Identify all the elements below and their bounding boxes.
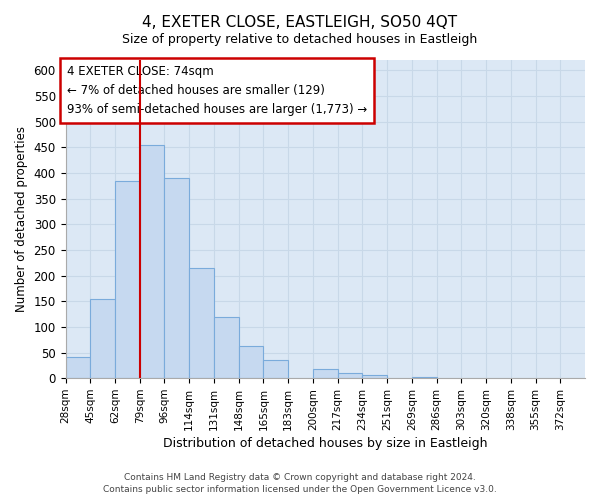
Text: 4 EXETER CLOSE: 74sqm
← 7% of detached houses are smaller (129)
93% of semi-deta: 4 EXETER CLOSE: 74sqm ← 7% of detached h…	[67, 65, 367, 116]
Bar	[362, 374, 387, 378]
Bar	[412, 376, 437, 378]
Bar	[189, 268, 214, 378]
Text: 4, EXETER CLOSE, EASTLEIGH, SO50 4QT: 4, EXETER CLOSE, EASTLEIGH, SO50 4QT	[142, 15, 458, 30]
Bar	[313, 369, 338, 378]
Bar	[65, 356, 90, 378]
Text: Contains HM Land Registry data © Crown copyright and database right 2024.
Contai: Contains HM Land Registry data © Crown c…	[103, 473, 497, 494]
Text: Size of property relative to detached houses in Eastleigh: Size of property relative to detached ho…	[122, 32, 478, 46]
X-axis label: Distribution of detached houses by size in Eastleigh: Distribution of detached houses by size …	[163, 437, 488, 450]
Bar	[115, 180, 140, 378]
Y-axis label: Number of detached properties: Number of detached properties	[15, 126, 28, 312]
Bar	[164, 178, 189, 378]
Bar	[338, 373, 362, 378]
Bar	[90, 298, 115, 378]
Bar	[263, 360, 288, 378]
Bar	[239, 346, 263, 378]
Bar	[140, 144, 164, 378]
Bar	[214, 316, 239, 378]
